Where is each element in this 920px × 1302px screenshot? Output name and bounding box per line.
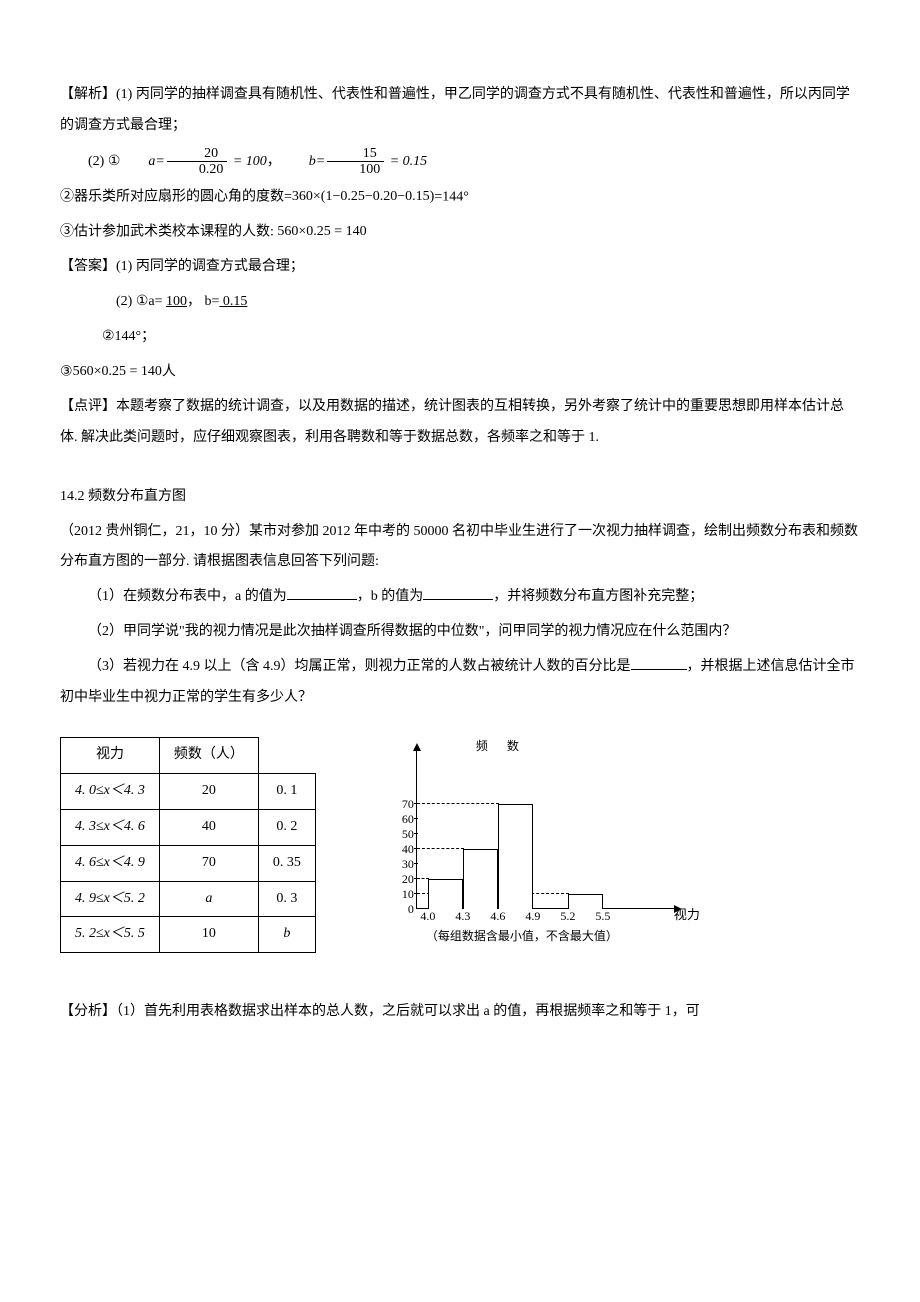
answer-line-2: (2) ①a= 100， b= 0.15 (60, 287, 860, 318)
answer-label: 【答案】 (60, 259, 116, 274)
table-cell: a (159, 881, 258, 917)
table-cell: 40 (159, 809, 258, 845)
analysis-circle3: ③估计参加武术类校本课程的人数: 560×0.25 = 140 (60, 217, 860, 248)
dashed-gridline (417, 848, 464, 849)
y-axis-label: 频 数 (476, 733, 527, 759)
table-row: 5. 2≤x＜5. 510b (61, 917, 316, 953)
blank-input[interactable] (287, 586, 357, 600)
comment-paragraph: 【点评】本题考察了数据的统计调查，以及用数据的描述，统计图表的互相转换，另外考察… (60, 392, 860, 454)
histogram-bar (428, 879, 463, 909)
table-cell: 4. 3≤x＜4. 6 (61, 809, 160, 845)
analysis-part2: (2) ①a=200.20 = 100，b=15100 = 0.15 (60, 146, 860, 178)
section-heading: 14.2 频数分布直方图 (60, 482, 860, 513)
question-2: （2）甲同学说"我的视力情况是此次抽样调查所得数据的中位数"，问甲同学的视力情况… (60, 617, 860, 648)
question-1: （1）在频数分布表中，a 的值为，b 的值为，并将频数分布直方图补充完整； (60, 582, 860, 613)
table-cell: 70 (159, 845, 258, 881)
analysis-paragraph-1: 【解析】(1) 丙同学的抽样调查具有随机性、代表性和普遍性，甲乙同学的调查方式不… (60, 80, 860, 142)
histogram-chart: 频 数 视力 （每组数据含最小值，不含最大值） 0102030405060704… (376, 737, 696, 957)
histogram-bar (568, 894, 603, 909)
table-cell: 5. 2≤x＜5. 5 (61, 917, 160, 953)
table-row: 4. 3≤x＜4. 6400. 2 (61, 809, 316, 845)
answer-line-1: 【答案】(1) 丙同学的调查方式最合理； (60, 252, 860, 283)
dashed-gridline (417, 803, 499, 804)
x-axis-label: 视力 (674, 901, 700, 930)
analysis-circle2: ②器乐类所对应扇形的圆心角的度数=360×(1−0.25−0.20−0.15)=… (60, 182, 860, 213)
answer-circle3: ③560×0.25 = 140人 (60, 357, 860, 388)
y-tick-label: 70 (402, 791, 414, 817)
frequency-table: 视力 频数（人） 4. 0≤x＜4. 3200. 14. 3≤x＜4. 6400… (60, 737, 316, 953)
table-cell: 4. 9≤x＜5. 2 (61, 881, 160, 917)
question-3: （3）若视力在 4.9 以上（含 4.9）均属正常，则视力正常的人数占被统计人数… (60, 652, 860, 714)
histogram-bar (498, 804, 533, 909)
problem-intro: （2012 贵州铜仁，21，10 分）某市对参加 2012 年中考的 50000… (60, 517, 860, 579)
analysis2-paragraph: 【分析】（1）首先利用表格数据求出样本的总人数，之后就可以求出 a 的值，再根据… (60, 997, 860, 1028)
table-cell: 4. 0≤x＜4. 3 (61, 774, 160, 810)
blank-input[interactable] (631, 656, 687, 670)
table-cell: 0. 3 (258, 881, 315, 917)
analysis-text-1: (1) 丙同学的抽样调查具有随机性、代表性和普遍性，甲乙同学的调查方式不具有随机… (60, 87, 850, 133)
table-row: 4. 0≤x＜4. 3200. 1 (61, 774, 316, 810)
table-cell: 20 (159, 774, 258, 810)
analysis-label: 【解析】 (60, 87, 116, 102)
table-cell: 0. 2 (258, 809, 315, 845)
comment-label: 【点评】 (60, 399, 116, 414)
table-cell: b (258, 917, 315, 953)
table-header (258, 738, 315, 774)
answer-circle2: ②144°； (60, 322, 860, 353)
table-cell: 0. 1 (258, 774, 315, 810)
histogram-bar (463, 849, 498, 909)
blank-input[interactable] (423, 586, 493, 600)
y-axis (416, 749, 417, 909)
table-cell: 0. 35 (258, 845, 315, 881)
analysis2-label: 【分析】 (60, 1004, 116, 1019)
table-header: 视力 (61, 738, 160, 774)
table-cell: 4. 6≤x＜4. 9 (61, 845, 160, 881)
table-row: 4. 9≤x＜5. 2a0. 3 (61, 881, 316, 917)
table-row: 4. 6≤x＜4. 9700. 35 (61, 845, 316, 881)
table-header: 频数（人） (159, 738, 258, 774)
table-cell: 10 (159, 917, 258, 953)
